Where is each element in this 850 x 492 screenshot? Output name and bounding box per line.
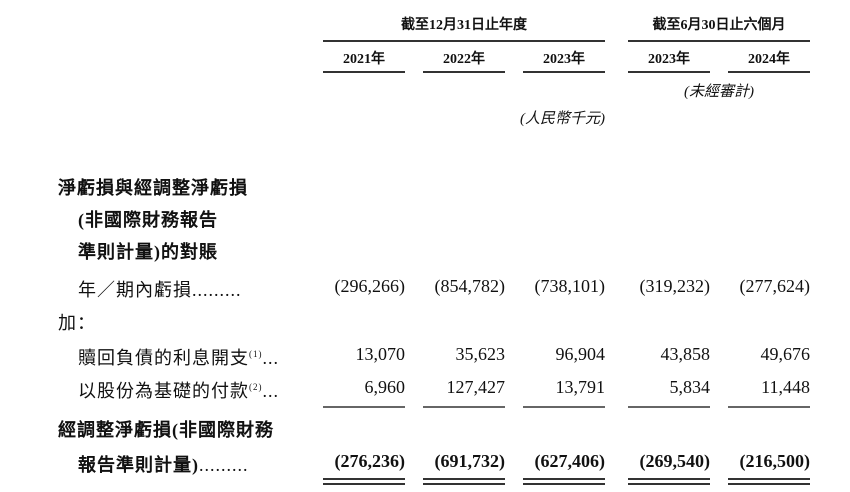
unit-note: (人民幣千元) bbox=[520, 111, 605, 127]
total-value: (691,732) bbox=[434, 451, 506, 471]
section-title-line: 淨虧損與經調整淨虧損 bbox=[58, 178, 248, 198]
total-value: (216,500) bbox=[739, 451, 811, 471]
divider bbox=[423, 71, 505, 73]
column-header: 2023年 bbox=[648, 52, 690, 67]
section-title-line: (非國際財務報告 bbox=[78, 210, 218, 230]
row-label: 以股份為基礎的付款(2)... bbox=[78, 381, 279, 401]
double-underline bbox=[728, 483, 810, 485]
divider bbox=[323, 40, 605, 42]
divider bbox=[628, 40, 810, 42]
section-title-line: 準則計量)的對賬 bbox=[78, 242, 218, 262]
cell-value: (277,624) bbox=[739, 276, 811, 296]
divider bbox=[423, 406, 505, 408]
row-label: 年／期內虧損......... bbox=[78, 280, 242, 300]
cell-value: 35,623 bbox=[455, 344, 506, 364]
divider bbox=[628, 71, 710, 73]
cell-value: 5,834 bbox=[669, 377, 711, 397]
column-header: 2024年 bbox=[748, 52, 790, 67]
double-underline bbox=[423, 483, 505, 485]
double-underline bbox=[523, 483, 605, 485]
divider bbox=[323, 406, 405, 408]
divider bbox=[523, 406, 605, 408]
total-value: (276,236) bbox=[334, 451, 406, 471]
divider bbox=[728, 71, 810, 73]
total-value: (269,540) bbox=[639, 451, 711, 471]
row-label: 加： bbox=[58, 313, 96, 333]
total-value: (627,406) bbox=[534, 451, 606, 471]
cell-value: 96,904 bbox=[555, 344, 606, 364]
cell-value: 13,070 bbox=[355, 344, 406, 364]
divider bbox=[628, 406, 710, 408]
header-group-half: 截至6月30日止六個月 bbox=[652, 18, 786, 33]
total-label-line: 經調整淨虧損(非國際財務 bbox=[58, 420, 274, 440]
unaudited-note: (未經審計) bbox=[684, 84, 754, 100]
double-underline bbox=[323, 478, 405, 480]
double-underline bbox=[523, 478, 605, 480]
cell-value: (738,101) bbox=[534, 276, 606, 296]
divider bbox=[728, 406, 810, 408]
cell-value: 43,858 bbox=[660, 344, 711, 364]
cell-value: (319,232) bbox=[639, 276, 711, 296]
column-header: 2022年 bbox=[443, 52, 485, 67]
header-group-year: 截至12月31日止年度 bbox=[401, 18, 527, 33]
total-label-line: 報告準則計量)......... bbox=[78, 455, 249, 475]
divider bbox=[323, 71, 405, 73]
cell-value: (854,782) bbox=[434, 276, 506, 296]
column-header: 2021年 bbox=[343, 52, 385, 67]
double-underline bbox=[728, 478, 810, 480]
cell-value: 127,427 bbox=[446, 377, 506, 397]
double-underline bbox=[628, 483, 710, 485]
cell-value: 13,791 bbox=[555, 377, 606, 397]
column-header: 2023年 bbox=[543, 52, 585, 67]
divider bbox=[523, 71, 605, 73]
double-underline bbox=[628, 478, 710, 480]
cell-value: 6,960 bbox=[364, 377, 406, 397]
double-underline bbox=[323, 483, 405, 485]
cell-value: 49,676 bbox=[760, 344, 811, 364]
double-underline bbox=[423, 478, 505, 480]
cell-value: 11,448 bbox=[761, 377, 810, 397]
row-label: 贖回負債的利息開支(1)... bbox=[78, 348, 279, 368]
cell-value: (296,266) bbox=[334, 276, 406, 296]
